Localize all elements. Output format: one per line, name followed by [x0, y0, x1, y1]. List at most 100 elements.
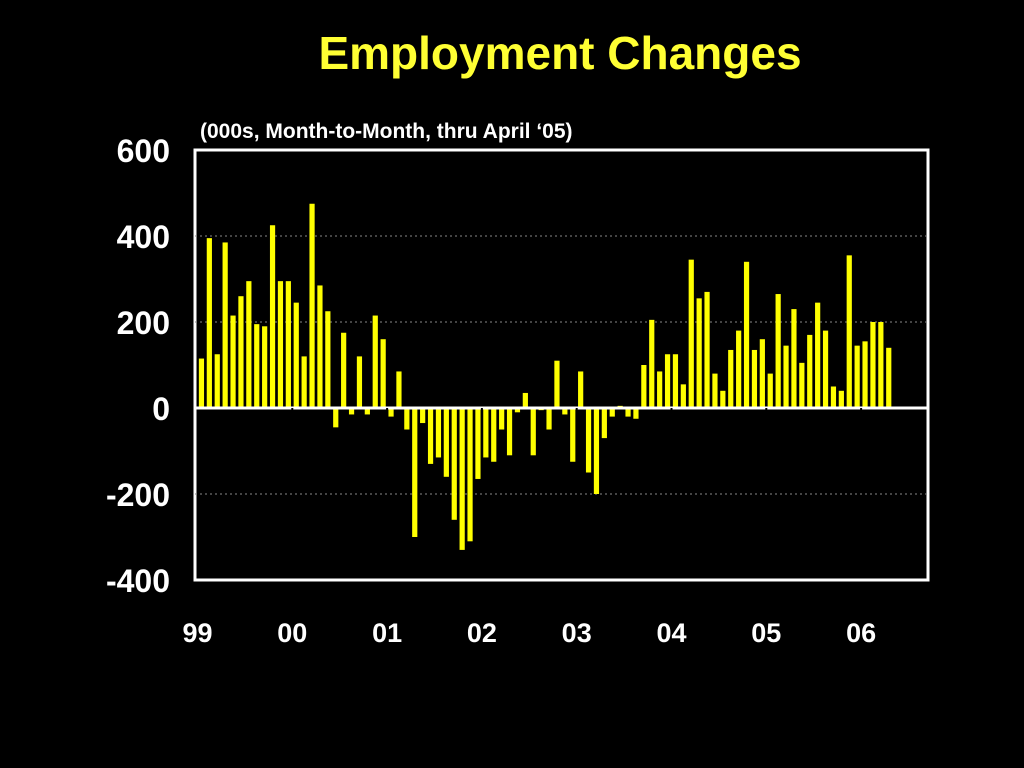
bar: [443, 408, 449, 477]
bar: [309, 203, 315, 408]
bar: [862, 341, 868, 408]
bar: [356, 356, 363, 408]
bar: [625, 408, 631, 417]
y-tick-label: 200: [117, 305, 170, 341]
bar: [506, 408, 513, 456]
bar: [736, 330, 742, 408]
bar: [293, 302, 299, 408]
bar: [712, 373, 718, 408]
bar: [878, 322, 884, 408]
x-tick-label: 99: [182, 618, 212, 648]
bar: [333, 408, 339, 428]
x-tick-label: 06: [846, 618, 876, 648]
chart-subtitle: (000s, Month-to-Month, thru April ‘05): [200, 120, 573, 143]
bar: [641, 365, 647, 408]
bar: [459, 408, 465, 550]
bar: [341, 332, 347, 408]
bar: [664, 354, 671, 408]
bar: [317, 285, 323, 408]
bar: [198, 358, 205, 408]
bar: [593, 408, 600, 494]
bar: [222, 242, 228, 408]
bar: [601, 408, 607, 439]
bar: [704, 291, 710, 408]
bar: [530, 408, 536, 456]
bar: [791, 309, 797, 408]
bar: [380, 339, 386, 408]
x-tick-label: 03: [562, 618, 592, 648]
bar: [822, 330, 829, 408]
bar: [562, 408, 568, 415]
bar: [467, 408, 473, 542]
x-tick-label: 01: [372, 618, 402, 648]
bar: [412, 408, 418, 537]
bar: [807, 334, 813, 408]
bar: [230, 315, 236, 408]
bar: [680, 384, 686, 408]
y-tick-label: 600: [117, 133, 170, 169]
bar: [799, 362, 805, 408]
bar: [633, 408, 639, 419]
x-tick-label: 04: [656, 618, 686, 648]
bar: [846, 255, 852, 408]
bar: [759, 339, 765, 408]
bar: [348, 408, 355, 415]
bar: [886, 347, 892, 408]
plot-area-frame: [193, 148, 930, 582]
bar: [364, 408, 370, 415]
bar: [838, 390, 844, 408]
bar: [775, 294, 781, 408]
bar: [783, 345, 789, 408]
bar: [870, 322, 876, 408]
bar: [372, 315, 378, 408]
bar: [475, 408, 481, 479]
bar: [649, 319, 655, 408]
bar: [254, 324, 260, 408]
bar: [396, 371, 402, 408]
bar: [404, 408, 410, 430]
bar: [420, 408, 426, 424]
gridlines: [195, 235, 928, 495]
bar: [854, 345, 860, 408]
bar: [815, 302, 821, 408]
bar: [672, 354, 679, 408]
bar: [325, 311, 331, 408]
bar: [578, 371, 584, 408]
bar: [491, 408, 497, 462]
chart-title: Employment Changes: [318, 27, 802, 79]
bar: [696, 298, 702, 408]
bar: [546, 408, 552, 430]
bar: [269, 225, 276, 408]
bar: [262, 326, 268, 408]
x-tick-labels: 99 00 01 02 03 04 05 06: [182, 618, 876, 648]
y-tick-label: 400: [117, 219, 170, 255]
bar: [585, 408, 592, 473]
bar: [427, 408, 434, 464]
x-tick-label: 05: [751, 618, 781, 648]
bar: [451, 408, 457, 520]
bar: [751, 349, 758, 408]
bar: [830, 386, 837, 408]
bar: [206, 238, 212, 408]
bar: [499, 408, 505, 430]
bar: [301, 356, 307, 408]
bar: [246, 281, 252, 408]
bar: [277, 281, 284, 408]
x-tick-label: 00: [277, 618, 307, 648]
bar: [720, 390, 726, 408]
y-tick-label: -200: [106, 477, 170, 513]
bar: [238, 296, 244, 408]
bar: [435, 408, 442, 458]
bar: [483, 408, 489, 458]
bar: [514, 408, 521, 413]
x-tick-label: 02: [467, 618, 497, 648]
bar: [767, 373, 773, 408]
bar: [570, 408, 576, 462]
bar: [743, 261, 750, 408]
bar: [554, 360, 560, 408]
x-tick-marks: [291, 408, 863, 418]
bar: [657, 371, 663, 408]
bar: [522, 392, 528, 408]
bars: [198, 203, 892, 550]
